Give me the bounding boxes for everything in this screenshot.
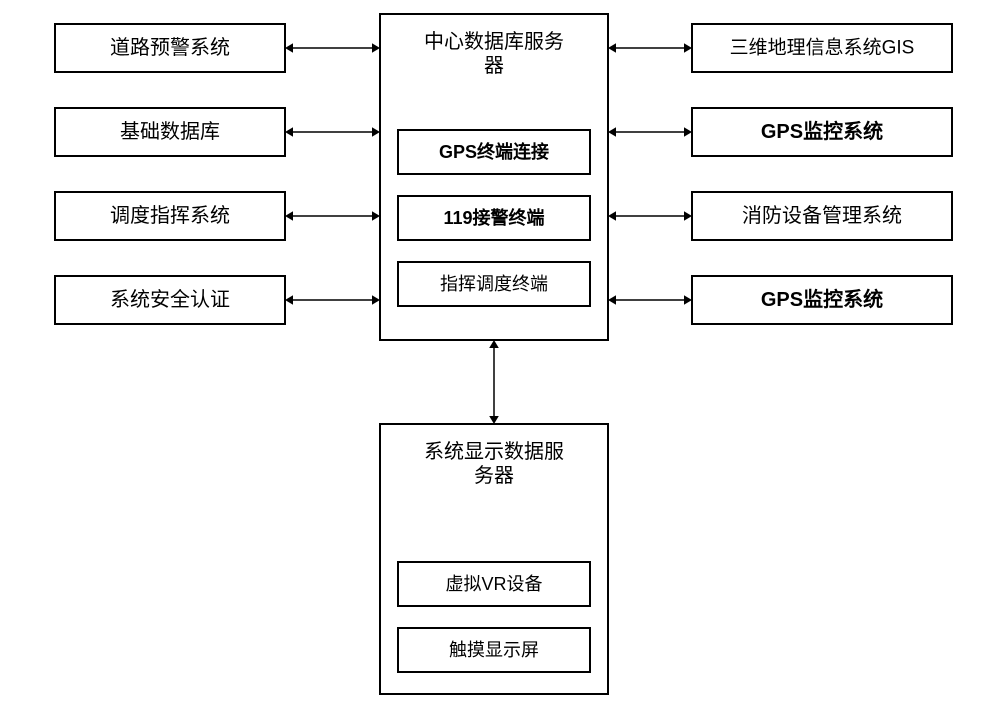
arrow-head xyxy=(684,43,692,53)
arrow-head xyxy=(608,211,616,221)
right-box-right1-label: 三维地理信息系统GIS xyxy=(730,37,915,59)
left-box-left3-label: 调度指挥系统 xyxy=(110,204,230,227)
left-box-left4-label: 系统安全认证 xyxy=(110,288,230,311)
arrow-head xyxy=(372,295,380,305)
left-box-left2-label: 基础数据库 xyxy=(120,120,220,143)
center-inner-c2-label: 119接警终端 xyxy=(443,207,544,228)
center-inner-c1-label: GPS终端连接 xyxy=(439,141,549,162)
left-box-left1-label: 道路预警系统 xyxy=(110,36,230,59)
arrow-head xyxy=(372,43,380,53)
arrow-head xyxy=(372,211,380,221)
system-architecture-diagram: 中心数据库服务器 GPS终端连接 119接警终端指挥调度终端系统显示数据服务器虚拟V… xyxy=(0,0,1000,719)
arrow-head xyxy=(489,340,499,348)
arrow-head xyxy=(684,127,692,137)
arrow-head xyxy=(285,127,293,137)
arrow-head xyxy=(608,127,616,137)
right-box-right2-label: GPS监控系统 xyxy=(761,119,883,143)
bottom-inner-b2-label: 触摸显示屏 xyxy=(449,640,539,660)
arrow-head xyxy=(285,295,293,305)
center-db-server-title-line1: 中心数据库服务 xyxy=(424,30,564,53)
arrow-head xyxy=(608,43,616,53)
center-db-server-title-line2: 器 xyxy=(484,55,504,77)
arrow-head xyxy=(684,295,692,305)
right-box-right4-label: GPS监控系统 xyxy=(761,287,883,311)
bottom-inner-b1-label: 虚拟VR设备 xyxy=(445,574,542,594)
display-data-server-title-line2: 务器 xyxy=(474,464,514,487)
center-inner-c3-label: 指挥调度终端 xyxy=(440,274,548,294)
arrow-head xyxy=(684,211,692,221)
arrow-head xyxy=(285,43,293,53)
arrow-head xyxy=(285,211,293,221)
arrow-head xyxy=(608,295,616,305)
arrow-head xyxy=(372,127,380,137)
arrow-head xyxy=(489,416,499,424)
display-data-server-title-line1: 系统显示数据服 xyxy=(424,440,564,463)
right-box-right3-label: 消防设备管理系统 xyxy=(742,204,902,227)
